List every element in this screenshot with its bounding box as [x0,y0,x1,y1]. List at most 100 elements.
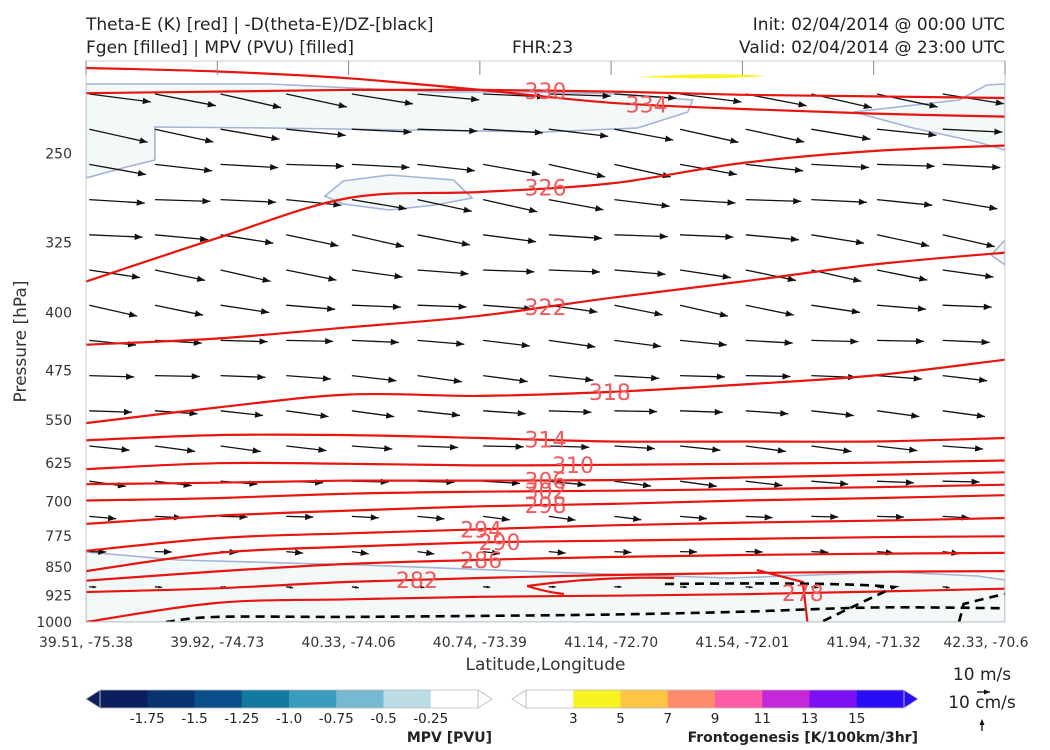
wind-arrow [417,374,463,384]
mpv-colorbar-title: MPV [PVU] [407,730,492,746]
wind-arrow [614,444,655,452]
wind-arrow [942,303,992,310]
fgen-region [637,74,767,79]
wind-arrow [483,443,524,450]
mpv-colorbar-tick: -1.0 [276,711,302,727]
wind-arrow [745,445,787,454]
wind-arrow [548,408,592,416]
wind-arrow [351,410,395,419]
wind-arrow [286,304,336,312]
wind-arrow [154,197,211,205]
wind-arrow [154,234,209,243]
y-tick-label: 325 [45,235,72,251]
wind-arrow [483,515,510,523]
wind-arrow [876,479,914,486]
wind-arrow [745,548,763,556]
y-tick-label: 400 [45,305,72,321]
wind-arrow [483,339,530,349]
wind-arrow [876,410,920,419]
wind-arrow [680,233,734,240]
mpv-colorbar-segment [241,690,290,708]
wind-arrow [351,374,397,384]
fgen-colorbar-segment [620,690,669,708]
fgen-colorbar-segment [573,690,621,708]
wind-arrow [942,585,950,589]
wind-arrow [286,374,331,382]
wind-arrow [548,515,576,523]
wind-arrow [811,304,861,315]
stability-contour-2 [664,582,900,622]
wind-arrow [680,514,708,522]
wind-arrow [614,480,652,489]
theta-e-contour-302 [86,483,1005,502]
wind-arrow [942,198,998,211]
wind-arrow [286,410,329,419]
mpv-colorbar-segment [194,690,243,708]
wind-arrow [220,93,282,110]
mpv-region-1 [86,83,694,179]
wind-arrow [745,197,802,205]
wind-arrow [286,338,334,345]
wind-arrow [483,128,543,136]
wind-arrow [548,339,596,349]
wind-arrow [89,269,141,280]
wind-arrow [614,585,622,589]
wind-arrow [548,198,604,212]
y-tick-label: 775 [45,529,72,545]
y-tick-label: 700 [45,495,72,511]
wind-arrow [417,163,475,174]
wind-arrow [745,373,791,380]
wind-arrow [942,374,988,384]
mpv-colorbar-segment [147,690,195,708]
wind-arrow [286,93,347,109]
theta-e-contour-318 [86,358,1005,425]
mpv-colorbar-tick: -1.5 [181,711,207,727]
theta-e-contour-322 [86,251,1005,346]
mpv-colorbar-segment [289,690,337,708]
wind-arrow [614,304,663,317]
wind-arrow [876,445,918,453]
y-tick-label: 625 [45,456,72,472]
wind-arrow [89,198,145,206]
theta-e-contour-314 [86,433,1005,443]
wind-reference: 10 m/s 10 cm/s [948,665,1016,731]
contour-label-326: 326 [525,177,567,202]
wind-arrow [942,269,994,280]
wind-arrow [548,549,566,556]
wind-arrow [417,585,425,589]
wind-arrow [417,93,480,103]
y-tick-label: 1000 [36,615,72,631]
theta-e-contour-278-east [756,568,809,622]
wind-arrow [548,92,611,100]
wind-arrow [876,269,928,282]
wind-arrow [154,304,204,317]
valid-time: Valid: 02/04/2014 @ 23:00 UTC [739,38,1005,58]
wind-arrow [548,443,590,451]
wind-arrow [483,268,535,275]
wind-arrow [745,269,797,282]
wind-arrow [876,198,933,208]
wind-arrow [351,163,410,171]
wind-arrow [745,234,799,243]
forecast-hour: FHR:23 [512,38,574,58]
stability-contour-3 [957,592,1005,622]
wind-arrow [89,93,151,105]
wind-arrow [483,585,491,589]
wind-arrow [614,374,660,382]
plot-frame [85,60,1006,623]
mpv-colorbar-segment [383,690,432,708]
wind-arrow [811,128,871,142]
wind-arrow [679,163,738,177]
wind-arrow [220,445,261,454]
wind-arrow [417,444,459,451]
y-tick-label: 550 [45,413,72,429]
wind-arrow [680,373,725,380]
fgen-colorbar-tick: 9 [711,711,720,727]
fgen-colorbar-segment [526,690,574,708]
wind-arrow [351,338,399,346]
wind-arrow [154,585,162,589]
wind-arrow [876,234,930,248]
contour-label-302: 302 [525,480,567,505]
x-tick-label: 41.94, -71.32 [827,635,921,651]
theta-e-contour-290 [86,535,1005,573]
